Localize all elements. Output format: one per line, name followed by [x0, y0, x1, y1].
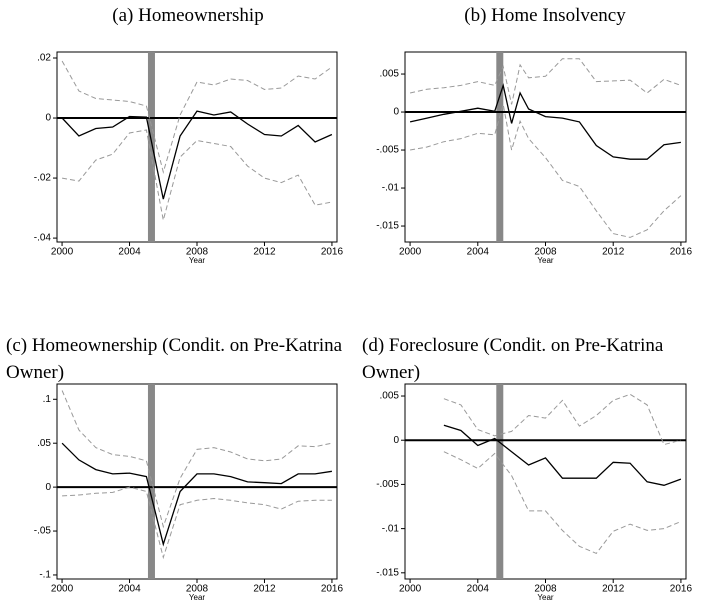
plot-frame: [404, 383, 687, 580]
confidence-line: [61, 390, 333, 529]
y-tick-label: -.01: [382, 523, 400, 534]
y-tick-label: .005: [380, 391, 400, 402]
x-tick-label: 2016: [670, 584, 693, 595]
y-tick-label: -.015: [376, 567, 399, 578]
x-tick-label: 2004: [118, 584, 141, 595]
x-axis-label: Year: [537, 256, 554, 265]
confidence-line: [61, 60, 333, 174]
confidence-line: [443, 451, 682, 555]
x-axis-label: Year: [189, 593, 206, 602]
x-tick-label: 2004: [467, 247, 490, 258]
x-tick-label: 2000: [51, 584, 74, 595]
estimate-line: [443, 424, 682, 486]
x-tick-label: 2016: [670, 247, 693, 258]
confidence-line: [409, 58, 682, 105]
x-tick-label: 2000: [399, 247, 422, 258]
x-tick-label: 2004: [467, 584, 490, 595]
y-tick-label: 0: [393, 435, 399, 446]
y-tick-label: .1: [43, 394, 52, 405]
x-tick-label: 2008: [534, 584, 557, 595]
x-axis-label: Year: [189, 256, 206, 265]
plot-frame: [404, 51, 687, 243]
confidence-line: [443, 393, 682, 446]
x-tick-label: 2016: [321, 584, 344, 595]
x-tick-label: 2012: [602, 247, 625, 258]
x-tick-label: 2000: [51, 247, 74, 258]
y-tick-label: .005: [380, 69, 400, 80]
y-tick-label: 0: [45, 482, 51, 493]
estimate-line: [61, 110, 333, 200]
y-tick-label: .05: [37, 438, 51, 449]
panel-title: (d) Foreclosure (Condit. on Pre-Katrina …: [362, 335, 664, 383]
x-tick-label: 2012: [602, 584, 625, 595]
estimate-line: [61, 442, 332, 547]
panel-title: (c) Homeownership (Condit. on Pre-Katrin…: [6, 335, 343, 383]
event-bar: [496, 384, 504, 579]
panel-title: (a) Homeownership: [112, 5, 264, 26]
x-tick-label: 2008: [534, 247, 557, 258]
x-tick-label: 2004: [118, 247, 141, 258]
estimate-line: [409, 82, 681, 160]
panel-title: (b) Home Insolvency: [464, 5, 626, 26]
y-tick-label: -.015: [376, 221, 399, 232]
y-tick-label: 0: [393, 107, 399, 118]
y-tick-label: .02: [37, 53, 51, 64]
y-tick-label: -.1: [39, 570, 51, 581]
y-tick-label: -.01: [382, 183, 400, 194]
event-bar: [147, 52, 155, 242]
event-bar: [496, 52, 504, 242]
confidence-line: [410, 104, 682, 238]
y-tick-label: 0: [45, 113, 51, 124]
confidence-line: [62, 486, 332, 560]
plot-frame: [56, 51, 338, 243]
x-axis-label: Year: [537, 593, 554, 602]
x-tick-label: 2008: [186, 584, 209, 595]
confidence-line: [62, 129, 332, 221]
y-tick-label: -.04: [34, 233, 52, 244]
x-tick-label: 2000: [399, 584, 422, 595]
event-bar: [147, 384, 155, 579]
y-tick-label: -.005: [376, 145, 399, 156]
x-tick-label: 2016: [321, 247, 344, 258]
x-tick-label: 2012: [253, 584, 276, 595]
y-tick-label: -.02: [34, 173, 52, 184]
y-tick-label: -.05: [34, 526, 52, 537]
x-tick-label: 2008: [186, 247, 209, 258]
x-tick-label: 2012: [253, 247, 276, 258]
y-tick-label: -.005: [376, 479, 399, 490]
plot-frame: [56, 383, 338, 580]
